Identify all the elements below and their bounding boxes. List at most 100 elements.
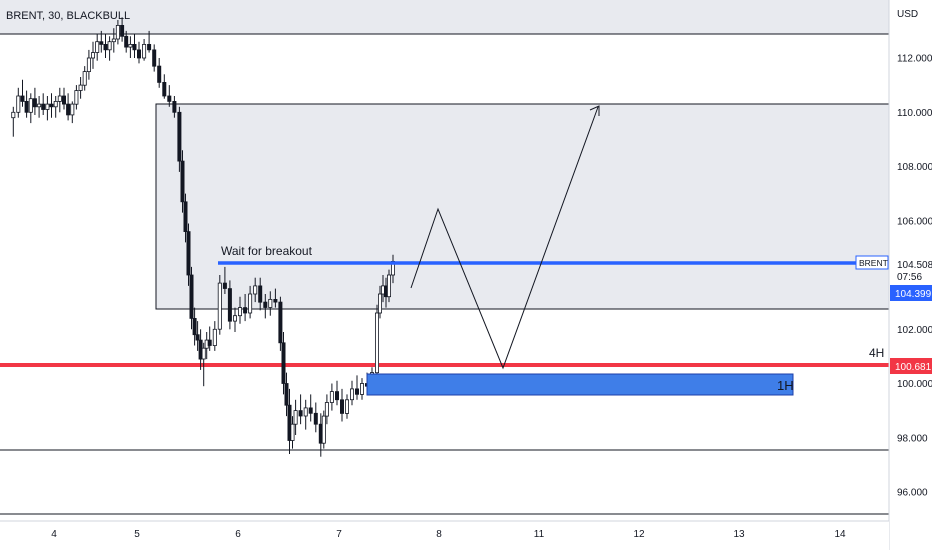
- candle-body: [183, 201, 188, 233]
- candle: [62, 87, 67, 110]
- candle-body: [201, 347, 206, 360]
- candle: [308, 394, 313, 422]
- candle: [74, 85, 79, 110]
- candle-body: [172, 101, 177, 113]
- candle-body: [177, 111, 182, 162]
- candle-body: [258, 285, 263, 303]
- candle: [303, 399, 308, 430]
- candle: [115, 20, 120, 45]
- candle-body: [111, 38, 116, 43]
- price-axis[interactable]: USD 112.000110.000108.000106.000102.0001…: [855, 0, 932, 550]
- candle: [273, 288, 278, 308]
- candle: [111, 28, 116, 53]
- candle-body: [324, 402, 329, 417]
- candle: [278, 296, 283, 351]
- x-tick-label: 11: [534, 529, 545, 540]
- candle: [386, 269, 391, 303]
- candle: [107, 36, 112, 61]
- candle: [263, 294, 268, 319]
- candle-body: [74, 90, 79, 105]
- candle-body: [354, 388, 359, 395]
- candle: [157, 58, 162, 88]
- candle-body: [120, 24, 125, 37]
- candle-body: [268, 298, 273, 308]
- candle-body: [281, 342, 286, 384]
- candle: [66, 93, 71, 121]
- candle: [268, 291, 273, 316]
- candle-body: [180, 160, 185, 203]
- candle: [377, 285, 382, 319]
- level-4h-label: 4H: [869, 346, 884, 360]
- candle-body: [152, 49, 157, 67]
- demand-1h-zone[interactable]: [366, 373, 794, 396]
- candle: [11, 106, 16, 137]
- candle-body: [115, 24, 120, 40]
- candle-body: [217, 282, 222, 330]
- y-tick-label: 108.000: [897, 162, 932, 173]
- x-tick-label: 7: [336, 529, 342, 540]
- candle: [147, 30, 152, 53]
- candle-body: [128, 44, 133, 48]
- candle: [57, 87, 62, 113]
- candle-body: [78, 84, 83, 91]
- candle: [99, 30, 104, 53]
- candle: [86, 49, 91, 80]
- candle-body: [142, 44, 147, 59]
- candle-body: [339, 399, 344, 414]
- candle-body: [70, 103, 75, 116]
- candle: [227, 280, 232, 330]
- candle: [258, 277, 263, 311]
- candle-body: [344, 399, 349, 414]
- candle-body: [53, 101, 58, 108]
- candle-body: [195, 334, 200, 341]
- y-tick-label: 106.000: [897, 216, 932, 227]
- candle: [324, 394, 329, 425]
- candle-body: [248, 293, 253, 314]
- candle-body: [227, 288, 232, 322]
- candle-body: [32, 98, 37, 108]
- candle-body: [290, 423, 295, 441]
- time-axis[interactable]: 4 5 6 7 8 11 12 13 14: [0, 520, 889, 550]
- candle-body: [162, 82, 167, 97]
- candle: [339, 388, 344, 422]
- price-axis-background: [889, 0, 932, 550]
- candle: [167, 85, 172, 107]
- candle: [354, 375, 359, 400]
- candle-body: [24, 101, 29, 113]
- candle: [192, 307, 197, 346]
- candle-body: [20, 95, 25, 102]
- candle: [103, 33, 108, 58]
- candle: [344, 394, 349, 419]
- candle-body: [349, 388, 354, 401]
- candle: [78, 77, 83, 99]
- candle-body: [237, 307, 242, 317]
- candle: [32, 87, 37, 115]
- candle: [177, 106, 182, 172]
- candle: [298, 394, 303, 425]
- zones-layer: [0, 0, 890, 310]
- countdown-label: 07:56: [897, 272, 922, 283]
- projection-path: [410, 105, 600, 370]
- candle: [180, 150, 185, 213]
- blue-price-tag-box: [890, 285, 932, 301]
- candle: [248, 285, 253, 319]
- candle-body: [284, 383, 289, 406]
- breakout-label: Wait for breakout: [221, 244, 313, 258]
- currency-label: USD: [897, 9, 918, 20]
- candle-body: [37, 103, 42, 108]
- candle-body: [192, 317, 197, 336]
- candle: [253, 277, 258, 303]
- y-tick-label: 112.000: [897, 54, 932, 65]
- candle: [232, 307, 237, 332]
- candle: [20, 79, 25, 107]
- candle-body: [66, 103, 71, 116]
- candle: [201, 342, 206, 387]
- candle: [222, 266, 227, 294]
- candle: [124, 30, 129, 53]
- candle: [329, 383, 334, 411]
- candle: [243, 294, 248, 322]
- candle-body: [41, 103, 46, 110]
- y-tick-label: 96.000: [897, 488, 928, 499]
- candle-body: [386, 274, 391, 298]
